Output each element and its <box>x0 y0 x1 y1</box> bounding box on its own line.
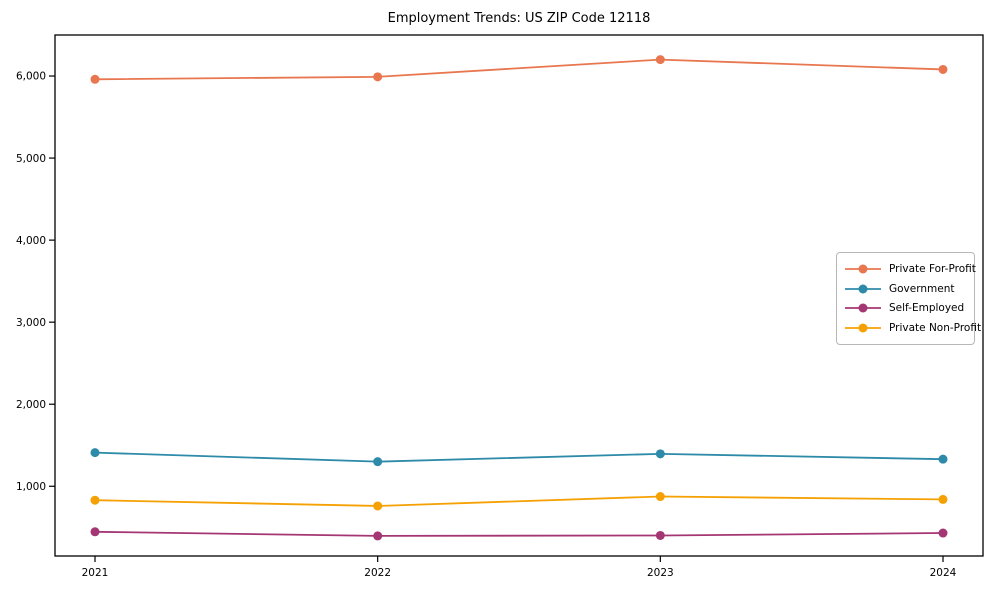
series-line <box>94 58 944 81</box>
legend-label: Private Non-Profit <box>889 322 982 335</box>
legend-item-government: Government <box>844 279 966 299</box>
y-tick-label: 5,000 <box>16 153 46 165</box>
y-tick-label: 3,000 <box>16 317 46 329</box>
legend-item-self-employed: Self-Employed <box>844 299 966 319</box>
legend: Private For-Profit Government Self-Emplo… <box>836 252 981 345</box>
series-line <box>94 530 944 537</box>
data-point <box>938 528 948 538</box>
data-point <box>373 72 383 82</box>
y-tick-label: 6,000 <box>16 71 46 83</box>
axes-frame <box>54 34 984 557</box>
x-tick-label: 2024 <box>930 567 957 579</box>
legend-label: Self-Employed <box>889 302 965 315</box>
y-tick-label: 2,000 <box>16 399 46 411</box>
legend-label: Government <box>889 282 955 295</box>
data-point <box>938 494 948 504</box>
data-point <box>90 495 100 505</box>
series-line <box>94 451 944 463</box>
data-point <box>655 55 665 65</box>
x-tick-label: 2022 <box>364 567 391 579</box>
data-point <box>90 74 100 84</box>
legend-label: Private For-Profit <box>889 262 976 275</box>
legend-marker-icon <box>845 303 881 313</box>
x-tick-label: 2021 <box>82 567 109 579</box>
y-tick-label: 1,000 <box>16 481 46 493</box>
legend-item-private-for-profit: Private For-Profit <box>844 259 976 279</box>
data-point <box>938 454 948 464</box>
x-tick-label: 2023 <box>647 567 674 579</box>
data-point <box>90 448 100 458</box>
series-line <box>94 495 944 507</box>
data-point <box>655 492 665 502</box>
chart-title: Employment Trends: US ZIP Code 12118 <box>387 11 651 26</box>
data-point <box>938 64 948 74</box>
data-point <box>373 501 383 511</box>
legend-marker-icon <box>845 284 881 294</box>
data-point <box>655 449 665 459</box>
data-point <box>655 530 665 540</box>
legend-marker-icon <box>845 264 881 274</box>
data-point <box>90 527 100 537</box>
data-point <box>373 531 383 541</box>
legend-item-private-non-profit: Private Non-Profit <box>844 318 981 338</box>
legend-marker-icon <box>845 323 881 333</box>
data-point <box>373 457 383 467</box>
y-tick-label: 4,000 <box>16 235 46 247</box>
